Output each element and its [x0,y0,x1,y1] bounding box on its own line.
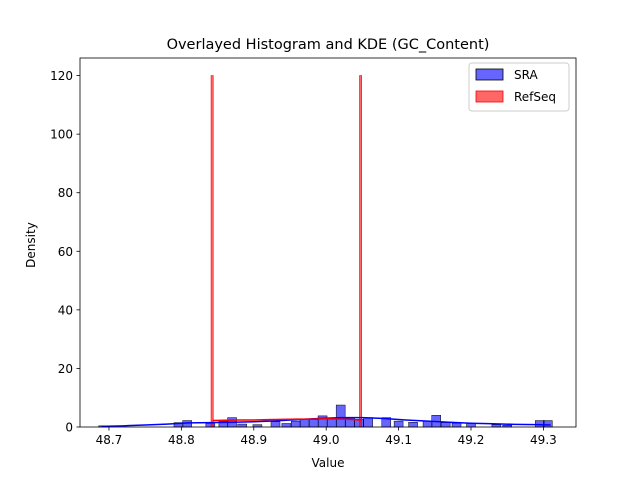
y-tick-label-4: 80 [58,186,73,200]
y-tick-label-0: 0 [65,421,73,435]
x-tick-label-6: 49.3 [530,433,557,447]
x-tick-label-1: 48.8 [168,433,195,447]
histogram-bar-sra-29 [535,420,545,428]
y-tick-label-5: 100 [50,128,73,142]
histogram-bar-sra-24 [440,422,451,428]
histogram-bar-sra-10 [291,420,301,428]
histogram-bar-sra-6 [237,423,247,428]
histogram-bar-sra-20 [393,420,404,428]
histogram-bar-refseq-1 [359,75,362,428]
plot-area: 48.7 48.8 48.9 49.0 49.1 49.2 49.3 0 20 40 60 80 100… [50,57,577,447]
axes-frame [79,57,577,428]
histogram-bar-refseq-0 [210,75,214,428]
histogram-bar-sra-9 [281,423,292,428]
histogram-bar-sra-14 [327,418,337,428]
histogram-bar-sra-8 [270,421,281,428]
y-tick-label-3: 60 [58,245,73,259]
x-tick-label-4: 49.1 [385,433,412,447]
y-tick-label-6: 120 [50,69,73,83]
kde-line-refseq [212,418,362,422]
histogram-bar-sra-25 [451,422,462,428]
kde-line-sra [101,416,551,428]
legend-label-sra: SRA [514,68,538,82]
legend-swatch-sra [475,68,504,81]
histogram-bar-sra-18 [363,417,373,428]
y-tick-label-2: 40 [58,303,73,317]
y-axis-label: Density [24,222,38,268]
histogram-bar-sra-11 [299,419,310,428]
x-tick-label-2: 48.9 [240,433,267,447]
legend-label-refseq: RefSeq [514,90,556,104]
y-tick-label-1: 20 [58,362,73,376]
x-axis-label: Value [312,456,345,470]
legend-swatch-refseq [475,90,504,103]
legend: SRA RefSeq [468,62,570,112]
histogram-bar-sra-15 [335,404,346,428]
x-tick-label-3: 49.0 [313,433,340,447]
histogram-bar-sra-30 [543,420,553,428]
chart-title: Overlayed Histogram and KDE (GC_Content) [167,37,490,53]
x-tick-label-5: 49.2 [458,433,485,447]
histogram-bar-sra-21 [408,422,418,428]
histogram-bar-sra-12 [309,419,319,428]
x-tick-label-0: 48.7 [96,433,123,447]
